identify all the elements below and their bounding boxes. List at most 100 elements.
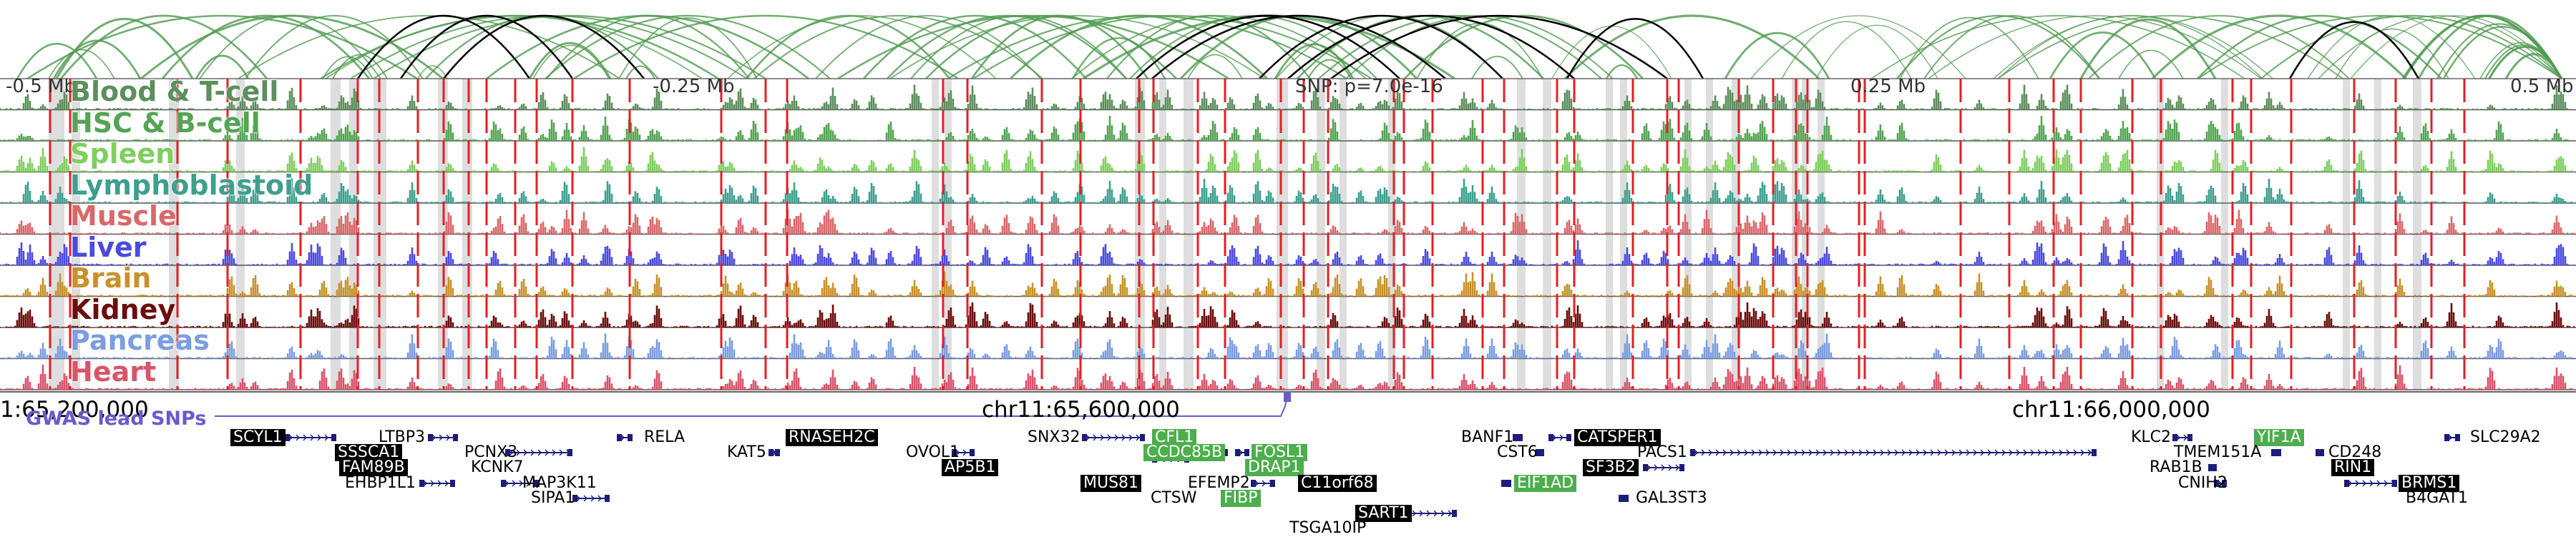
gene-label[interactable]: FOSL1 xyxy=(1252,444,1308,461)
signal-peaks xyxy=(3,333,2573,359)
gene-label[interactable]: OVOL1 xyxy=(906,443,960,461)
strand-arrow xyxy=(1966,449,1970,456)
strand-arrow xyxy=(2087,449,2092,456)
gene-label[interactable]: CST6 xyxy=(1497,443,1538,461)
gene-label[interactable]: PACS1 xyxy=(1637,443,1687,461)
gene-label[interactable]: MAP3K11 xyxy=(522,474,597,492)
gene-label[interactable]: SSSCA1 xyxy=(335,444,403,461)
strand-arrow xyxy=(1448,510,1452,517)
gene-label[interactable]: TSGA10IP xyxy=(1289,519,1367,537)
gene-label[interactable]: FAM89B xyxy=(339,459,408,476)
exon xyxy=(769,449,774,456)
strand-arrow xyxy=(1772,449,1777,456)
gene-label[interactable]: CTSW xyxy=(1151,489,1197,507)
strand-arrow xyxy=(1121,434,1126,441)
strand-arrow xyxy=(1801,449,1805,456)
gene-label[interactable]: C11orf68 xyxy=(1298,475,1377,492)
gene-label[interactable]: B4GAT1 xyxy=(2406,489,2468,507)
exon xyxy=(1513,434,1518,441)
exon xyxy=(572,495,577,502)
strand-arrow xyxy=(1737,449,1741,456)
gene-label[interactable]: SART1 xyxy=(1355,505,1412,522)
exon xyxy=(1643,464,1648,471)
exon xyxy=(1452,510,1457,517)
axis-label-center-right: 0.25 Mb xyxy=(1850,76,1926,97)
interaction-arc xyxy=(1781,21,1912,79)
gene-label[interactable]: SF3B2 xyxy=(1583,459,1639,476)
axis-label-left: -0.5 Mb xyxy=(6,76,76,97)
strand-arrow xyxy=(1923,449,1927,456)
exon xyxy=(2392,480,2397,487)
interaction-arc xyxy=(1923,15,2100,79)
gene-label[interactable]: BANF1 xyxy=(1461,428,1514,446)
axis-label-snp: SNP: p=7.0e-16 xyxy=(1295,76,1443,97)
track-label: Blood & T-cell xyxy=(70,76,279,107)
strand-arrow xyxy=(583,495,587,502)
exon xyxy=(2214,480,2219,487)
strand-arrow xyxy=(2384,480,2388,487)
gene-label[interactable]: SNX32 xyxy=(1028,428,1080,446)
gene-label[interactable]: KLC2 xyxy=(2131,428,2172,446)
strand-arrow xyxy=(504,480,509,487)
exon xyxy=(1235,449,1240,456)
gene-label[interactable]: SIPA1 xyxy=(531,489,575,507)
interaction-arc xyxy=(545,15,831,79)
gene-label[interactable]: CATSPER1 xyxy=(1574,429,1661,446)
gene-label[interactable]: KCNK7 xyxy=(471,458,524,476)
gene-label[interactable]: DRAP1 xyxy=(1245,459,1304,476)
exon xyxy=(453,434,458,441)
interaction-arc xyxy=(2318,15,2562,79)
gene-label[interactable]: GAL3ST3 xyxy=(1636,489,1707,507)
exon xyxy=(2172,434,2177,441)
gene-label[interactable]: CFL1 xyxy=(1152,429,1197,446)
gene-label[interactable]: SLC29A2 xyxy=(2470,428,2541,446)
gene-label[interactable]: BRMS1 xyxy=(2399,475,2460,492)
exon xyxy=(1518,434,1523,441)
gene-label[interactable]: CD248 xyxy=(2328,443,2382,461)
gene-label[interactable]: RELA xyxy=(644,428,685,446)
gene-label[interactable]: YIF1A xyxy=(2254,429,2304,446)
signal-peaks xyxy=(0,209,2575,235)
strand-arrow xyxy=(1654,464,1658,471)
gene-label[interactable]: AP5B1 xyxy=(942,459,999,476)
exon xyxy=(2222,480,2227,487)
interaction-arcs xyxy=(16,14,2563,79)
strand-arrow xyxy=(288,434,293,441)
gene-label[interactable]: EHBP1L1 xyxy=(345,474,416,492)
exon xyxy=(775,449,780,456)
interaction-arc-strong xyxy=(1136,14,1400,79)
gene-label[interactable]: PCNX3 xyxy=(464,443,518,461)
gene-label[interactable]: RNASEH2C xyxy=(786,429,878,446)
strand-arrow xyxy=(597,495,602,502)
gene-label[interactable]: EIF1AD xyxy=(1514,475,1577,492)
gene-label[interactable]: FIBP xyxy=(1221,490,1261,507)
gene-label[interactable]: KAT5 xyxy=(727,443,766,461)
interaction-arc xyxy=(2401,14,2563,79)
gene-label[interactable]: RAB1B xyxy=(2150,458,2202,476)
gene-label[interactable]: EFEMP2 xyxy=(1188,474,1250,492)
exon xyxy=(2271,449,2276,456)
exon xyxy=(535,480,540,487)
exon xyxy=(1244,449,1249,456)
interaction-arc xyxy=(1471,56,1523,79)
signal-peaks xyxy=(0,84,2573,110)
interaction-arc xyxy=(528,41,612,79)
interaction-arc xyxy=(373,15,766,79)
signal-track xyxy=(0,84,2576,111)
interaction-arc-strong xyxy=(356,14,531,79)
gene-label[interactable]: TMEM151A xyxy=(2174,443,2262,461)
strand-arrow xyxy=(2066,449,2070,456)
track-label: Kidney xyxy=(70,293,176,325)
exon xyxy=(1690,449,1695,456)
gene-label[interactable]: CNIH2 xyxy=(2178,474,2228,492)
gene-label[interactable]: RIN1 xyxy=(2331,459,2375,476)
gene-label[interactable]: LTBP3 xyxy=(379,428,426,446)
gene-label[interactable]: MUS81 xyxy=(1080,475,1142,492)
gene-label[interactable]: CCDC85B xyxy=(1143,444,1226,461)
strand-arrow xyxy=(2176,434,2180,441)
exon xyxy=(1536,449,1541,456)
strand-arrow xyxy=(1830,449,1834,456)
gene-label[interactable]: SCYL1 xyxy=(230,429,286,446)
strand-arrow xyxy=(1107,434,1111,441)
strand-arrow xyxy=(1851,449,1855,456)
